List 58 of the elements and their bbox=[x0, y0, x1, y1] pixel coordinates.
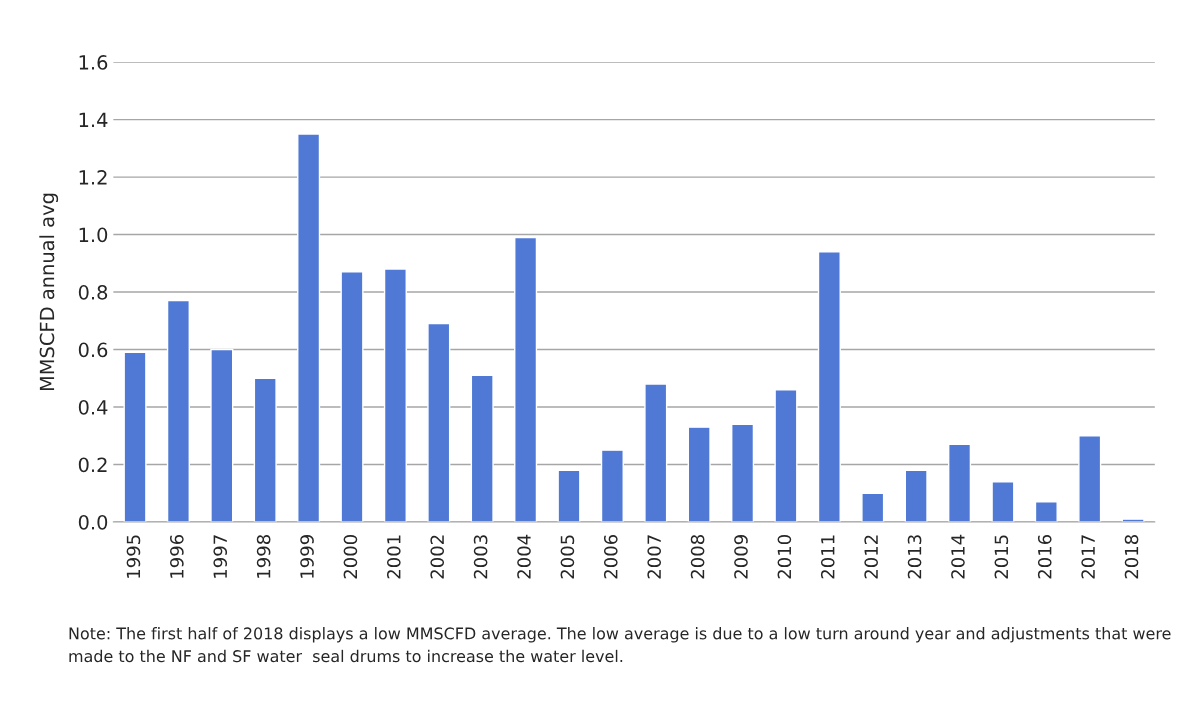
bar bbox=[123, 351, 147, 523]
x-tick-label: 1996 bbox=[170, 534, 184, 578]
x-tick-label: 1995 bbox=[126, 535, 141, 578]
x-tick-label: 2013 bbox=[907, 535, 922, 579]
x-tick-label: 2017 bbox=[1081, 535, 1095, 579]
y-tick-label: 0.4 bbox=[78, 399, 108, 415]
x-tick-label: 2009 bbox=[734, 535, 748, 579]
bar bbox=[904, 469, 928, 523]
bar bbox=[253, 377, 277, 523]
bar bbox=[470, 374, 494, 523]
y-tick-label: 0.2 bbox=[78, 457, 107, 473]
bar bbox=[948, 443, 972, 523]
x-tick-label: 2007 bbox=[647, 535, 662, 579]
x-tick-label: 2015 bbox=[994, 535, 1009, 579]
bar bbox=[991, 481, 1015, 523]
x-tick-label: 2014 bbox=[951, 534, 965, 579]
bar bbox=[1034, 501, 1058, 523]
x-tick-label: 2002 bbox=[430, 535, 445, 579]
x-tick-label: 1997 bbox=[213, 535, 228, 578]
y-tick-label: 0.8 bbox=[78, 285, 108, 300]
y-tick-label: 1.4 bbox=[79, 112, 108, 127]
bar bbox=[644, 383, 668, 523]
bar bbox=[514, 236, 538, 523]
x-tick-label: 2008 bbox=[690, 535, 705, 579]
bar bbox=[600, 449, 624, 523]
y-axis-title: MMSCFD annual avg bbox=[39, 193, 59, 391]
x-tick-label: 2006 bbox=[603, 534, 618, 579]
x-tick-label: 1998 bbox=[256, 535, 271, 578]
y-tick-label: 1.6 bbox=[79, 55, 108, 70]
text: Note: The first half of 2018 displays a low MMSCFD average. The low average is due to a low turn around year and adjustments that were made to the NF and SF water seal drums to increase the water level. bbox=[69, 627, 1171, 663]
x-tick-label: 2011 bbox=[820, 535, 835, 579]
bar bbox=[210, 348, 234, 523]
x-tick-label: 2004 bbox=[517, 534, 531, 579]
bar bbox=[166, 299, 190, 523]
bar bbox=[861, 492, 885, 523]
bar bbox=[340, 271, 364, 523]
bar bbox=[731, 423, 755, 523]
x-tick-label: 2012 bbox=[864, 535, 878, 579]
bar bbox=[427, 322, 451, 523]
y-tick-label: 0.0 bbox=[78, 514, 108, 530]
x-tick-label: 2016 bbox=[1037, 534, 1052, 579]
x-tick-label: 2001 bbox=[386, 535, 401, 579]
y-tick-label: 0.6 bbox=[78, 342, 108, 358]
x-tick-label: 2000 bbox=[343, 535, 358, 579]
bar bbox=[383, 268, 407, 523]
bar bbox=[817, 251, 841, 523]
x-tick-label: 2005 bbox=[560, 535, 575, 579]
x-tick-label: 1999 bbox=[300, 535, 314, 578]
bar bbox=[687, 426, 711, 523]
x-tick-label: 2018 bbox=[1124, 535, 1139, 579]
bar bbox=[774, 389, 798, 523]
y-tick-label: 1.0 bbox=[79, 227, 108, 243]
bar bbox=[297, 133, 321, 523]
x-tick-label: 2003 bbox=[473, 535, 488, 579]
y-tick-label: 1.2 bbox=[79, 170, 107, 185]
bar bbox=[557, 469, 581, 523]
bar bbox=[1078, 435, 1102, 523]
x-tick-label: 2010 bbox=[777, 535, 792, 579]
